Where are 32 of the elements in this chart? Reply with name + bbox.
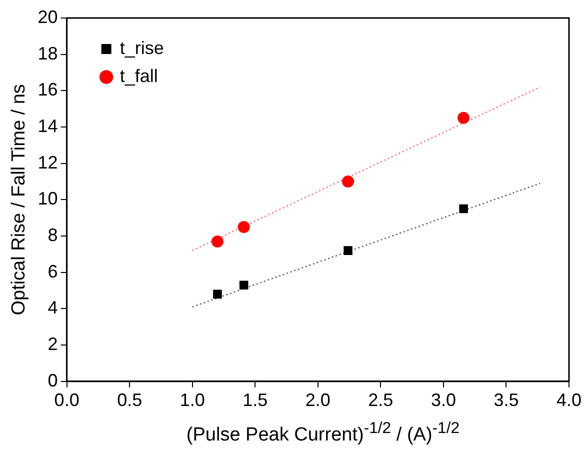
y-tick-label: 20 (38, 6, 58, 27)
y-tick-label: 4 (48, 298, 58, 318)
point (213, 290, 222, 299)
y-tick-label: 10 (38, 188, 58, 209)
x-tick-label: 0.5 (117, 390, 142, 410)
y-tick-label: 18 (38, 43, 58, 64)
point (239, 280, 248, 290)
x-tick-label: 2.5 (368, 390, 394, 410)
point (459, 204, 468, 214)
x-tick-label: 1.5 (242, 390, 268, 410)
x-tick-label: 1.0 (180, 390, 205, 410)
y-axis-title: Optical Rise / Fall Time / ns (8, 84, 30, 316)
x-tick-label: 2.0 (305, 390, 330, 410)
x-axis-title: (Pulse Peak Current)$^{-1/2}$ / (A)$^{-1/2}$ (185, 420, 461, 446)
point (342, 176, 354, 188)
y-tick-label: 0 (48, 370, 58, 390)
y-tick-label: 12 (38, 152, 58, 172)
legend-label: t_rise (120, 38, 164, 58)
point (458, 112, 470, 124)
y-tick-label: 16 (38, 80, 58, 100)
x-tick-label: 3.5 (494, 390, 519, 410)
x-tick-label: 4.0 (556, 390, 582, 410)
y-tick-label: 8 (48, 225, 58, 246)
x-tick-label: 0.0 (54, 390, 80, 410)
y-tick-label: 2 (48, 334, 58, 354)
y-tick-label: 6 (48, 261, 58, 282)
point (344, 246, 352, 255)
point (211, 235, 224, 248)
point (238, 220, 250, 233)
y-tick-label: 14 (38, 116, 58, 136)
legend-label: t_fall (120, 66, 158, 86)
x-tick-label: 3.0 (430, 390, 456, 410)
